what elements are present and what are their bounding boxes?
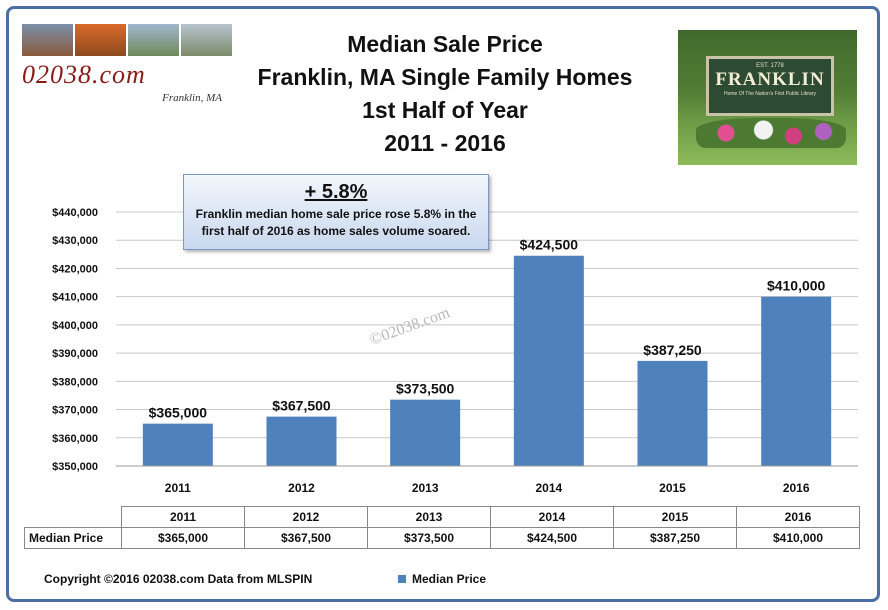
- data-label: $365,000: [149, 405, 208, 421]
- table-value-cell: $373,500: [367, 527, 491, 549]
- logo-subtext: Franklin, MA: [162, 92, 222, 104]
- legend-label: Median Price: [412, 572, 487, 586]
- callout-box: + 5.8% Franklin median home sale price r…: [183, 174, 489, 250]
- franklin-sign: EST. 1778 FRANKLIN Home Of The Nation's …: [706, 56, 834, 116]
- bar: [513, 255, 584, 466]
- callout-body: Franklin median home sale price rose 5.8…: [195, 207, 477, 238]
- title-line-1: Median Sale Price: [347, 31, 543, 57]
- table-header-cell: 2012: [244, 506, 368, 528]
- y-tick-label: $380,000: [52, 376, 98, 388]
- bar: [142, 423, 213, 466]
- y-tick-label: $440,000: [52, 207, 98, 219]
- table-row-label: Median Price: [24, 527, 122, 549]
- table-value-cell: $424,500: [490, 527, 614, 549]
- data-label: $367,500: [272, 398, 331, 414]
- table-header-cell: 2011: [121, 506, 245, 528]
- title-line-3: 1st Half of Year: [362, 97, 528, 123]
- table-corner: [25, 507, 122, 528]
- data-label: $410,000: [767, 278, 826, 294]
- table-value-cell: $410,000: [736, 527, 860, 549]
- y-tick-label: $410,000: [52, 292, 98, 304]
- callout-headline: + 5.8%: [304, 181, 368, 203]
- y-tick-label: $400,000: [52, 320, 98, 332]
- data-label: $387,250: [643, 342, 702, 358]
- sign-sub-text: Home Of The Nation's First Public Librar…: [723, 91, 816, 97]
- sign-top-text: EST. 1778: [756, 63, 784, 69]
- table-row: Median Price $365,000 $367,500 $373,500 …: [24, 527, 860, 549]
- sign-main-text: FRANKLIN: [715, 69, 825, 90]
- x-tick-label: 2014: [535, 481, 562, 495]
- chart-title: Median Sale Price Franklin, MA Single Fa…: [250, 28, 640, 160]
- chart-legend: Median Price: [398, 572, 486, 586]
- data-label: $373,500: [396, 381, 455, 397]
- site-logo: 02038.com Franklin, MA: [22, 24, 232, 114]
- table-value-cell: $387,250: [613, 527, 737, 549]
- table-header-cell: 2015: [613, 506, 737, 528]
- data-label: $424,500: [520, 237, 579, 253]
- franklin-sign-photo: EST. 1778 FRANKLIN Home Of The Nation's …: [678, 30, 857, 165]
- bar: [390, 399, 461, 466]
- x-tick-label: 2012: [288, 481, 315, 495]
- table-value-cell: $367,500: [244, 527, 368, 549]
- table-value-cell: $365,000: [121, 527, 245, 549]
- table-header-cell: 2014: [490, 506, 614, 528]
- table-header-cell: 2013: [367, 506, 491, 528]
- bar: [761, 296, 832, 466]
- copyright-text: Copyright ©2016 02038.com Data from MLSP…: [44, 572, 313, 586]
- logo-text: 02038.com: [22, 60, 146, 89]
- x-tick-label: 2016: [783, 481, 810, 495]
- y-tick-label: $370,000: [52, 405, 98, 417]
- title-line-2: Franklin, MA Single Family Homes: [257, 64, 633, 90]
- logo-photo-strip: [22, 24, 232, 56]
- y-tick-label: $420,000: [52, 263, 98, 275]
- x-tick-label: 2015: [659, 481, 686, 495]
- y-tick-label: $430,000: [52, 235, 98, 247]
- bar: [266, 416, 337, 466]
- table-header-cell: 2016: [736, 506, 860, 528]
- table-header-row: 2011 2012 2013 2014 2015 2016: [25, 506, 860, 528]
- bar: [637, 360, 708, 466]
- x-tick-label: 2013: [412, 481, 439, 495]
- watermark-text: ©02038.com: [368, 304, 453, 349]
- y-tick-label: $350,000: [52, 461, 98, 473]
- legend-swatch: [398, 575, 406, 583]
- data-table: 2011 2012 2013 2014 2015 2016 Median Pri…: [24, 506, 860, 549]
- title-line-4: 2011 - 2016: [384, 130, 506, 156]
- flower-bed: [696, 118, 846, 148]
- y-tick-label: $390,000: [52, 348, 98, 360]
- y-tick-label: $360,000: [52, 433, 98, 445]
- x-tick-label: 2011: [165, 481, 191, 495]
